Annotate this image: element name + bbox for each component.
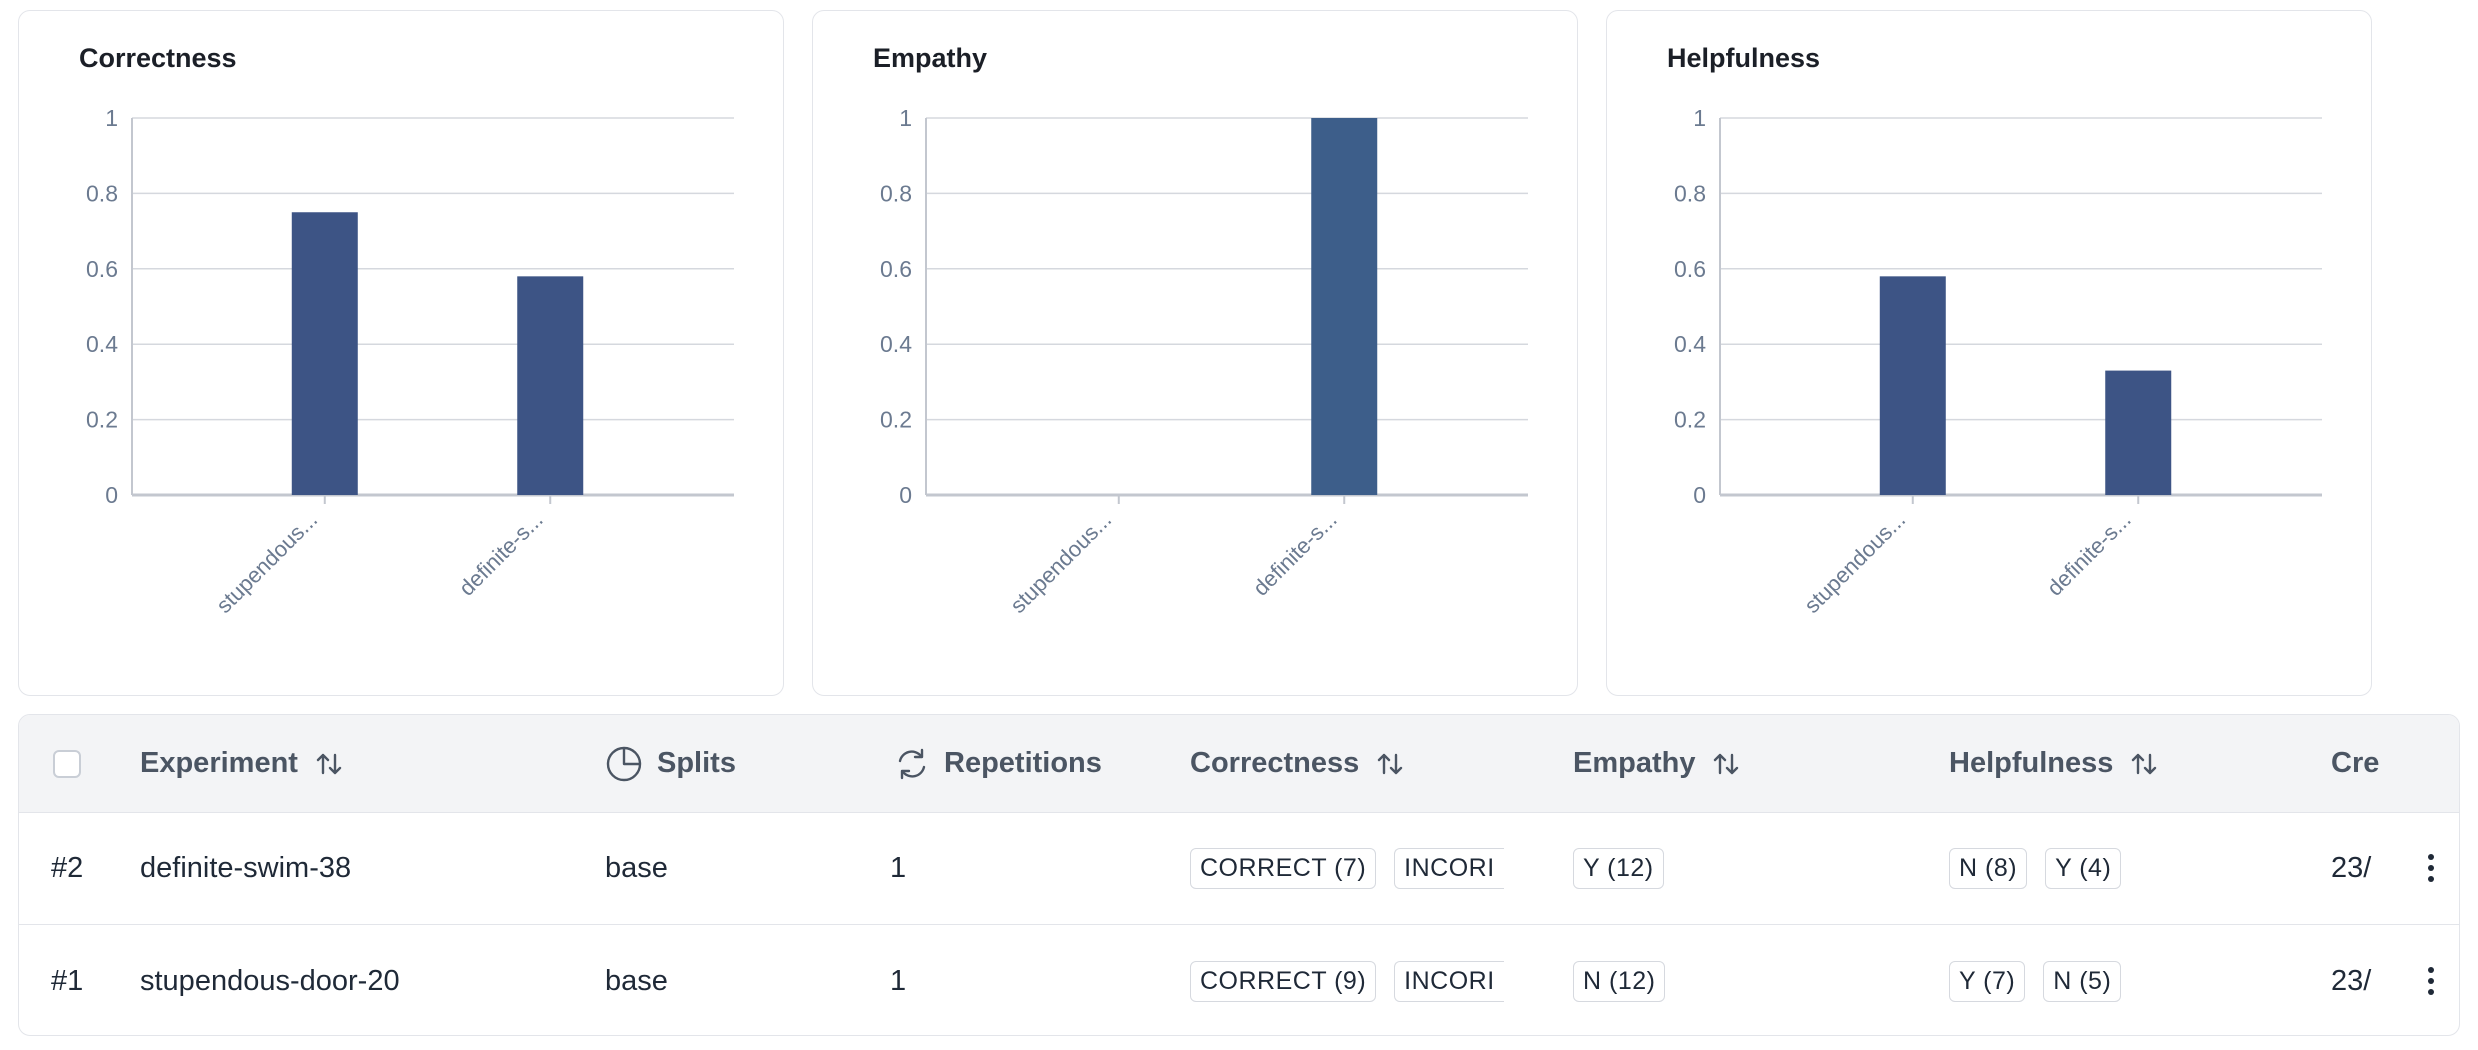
bar-chart: 0 0.2 0.4 0.6 0.8 1 stupendous... definite-s... bbox=[86, 105, 734, 618]
column-header-correctness[interactable]: Correctness bbox=[1190, 715, 1405, 812]
y-tick-label: 1 bbox=[899, 105, 912, 131]
column-label: Empathy bbox=[1573, 747, 1696, 779]
y-tick-label: 0 bbox=[899, 482, 912, 508]
created-value: 23/ bbox=[2331, 851, 2372, 884]
x-tick-label: stupendous... bbox=[211, 507, 322, 618]
kebab-menu-icon[interactable] bbox=[2411, 925, 2451, 1035]
label-tag: N (8) bbox=[1949, 847, 2028, 889]
bar bbox=[1879, 276, 1946, 495]
sort-arrows-icon[interactable] bbox=[314, 749, 344, 779]
refresh-icon bbox=[894, 746, 930, 782]
column-label: Splits bbox=[657, 747, 736, 779]
column-header-experiment[interactable]: Experiment bbox=[140, 715, 344, 812]
chart-title: Correctness bbox=[79, 43, 237, 73]
y-tick-label: 0 bbox=[1693, 482, 1706, 508]
correctness-tags: CORRECT (9) INCORI bbox=[1190, 925, 1512, 1035]
bar bbox=[1311, 118, 1378, 495]
experiment-name[interactable]: definite-swim-38 bbox=[140, 851, 352, 884]
label-tag: INCORI bbox=[1394, 960, 1504, 1002]
repetitions-value: 1 bbox=[890, 964, 907, 997]
column-header-splits: Splits bbox=[605, 715, 736, 812]
select-all-checkbox[interactable] bbox=[53, 749, 81, 778]
sort-arrows-icon[interactable] bbox=[1375, 749, 1405, 779]
y-tick-label: 0.6 bbox=[86, 256, 118, 282]
row-id: #1 bbox=[51, 964, 84, 997]
splits-value: base bbox=[605, 851, 668, 884]
y-tick-label: 1 bbox=[1693, 105, 1706, 131]
x-tick-label: definite-s... bbox=[2042, 507, 2136, 601]
label-tag: N (5) bbox=[2043, 960, 2122, 1002]
y-tick-label: 0.2 bbox=[86, 407, 118, 433]
y-tick-label: 0 bbox=[105, 482, 118, 508]
label-tag: N (12) bbox=[1573, 960, 1666, 1002]
sort-arrows-icon[interactable] bbox=[2129, 749, 2159, 779]
y-tick-label: 0.6 bbox=[1674, 256, 1706, 282]
x-tick-label: definite-s... bbox=[1248, 507, 1342, 601]
repetitions-value: 1 bbox=[890, 851, 907, 884]
label-tag: Y (12) bbox=[1573, 847, 1664, 889]
row-id: #2 bbox=[51, 851, 84, 884]
table-row[interactable]: #1 stupendous-door-20 base 1 CORRECT (9)… bbox=[19, 925, 2459, 1035]
empathy-tags: Y (12) bbox=[1573, 812, 1682, 924]
column-label: Cre bbox=[2331, 747, 2380, 779]
helpfulness-tags: Y (7) N (5) bbox=[1949, 925, 2139, 1035]
select-all-cell bbox=[53, 715, 81, 812]
y-tick-label: 0.2 bbox=[880, 407, 912, 433]
chart-title: Helpfulness bbox=[1667, 43, 1821, 73]
label-tag: CORRECT (7) bbox=[1190, 847, 1377, 889]
y-tick-label: 0.8 bbox=[1674, 180, 1706, 206]
bar-chart: 0 0.2 0.4 0.6 0.8 1 stupendous... definite-s... bbox=[880, 105, 1528, 618]
label-tag: CORRECT (9) bbox=[1190, 960, 1377, 1002]
y-tick-label: 0.4 bbox=[86, 331, 118, 357]
chart-card-empathy: Empathy 0 0.2 0.4 0.6 0.8 1 stupendous... defin… bbox=[812, 10, 1578, 696]
experiment-name[interactable]: stupendous-door-20 bbox=[140, 964, 400, 997]
correctness-tags: CORRECT (7) INCORI bbox=[1190, 812, 1512, 924]
experiments-table: Experiment Splits Repetitions Correctnes… bbox=[18, 714, 2460, 1036]
y-tick-label: 0.4 bbox=[1674, 331, 1706, 357]
label-tag: Y (7) bbox=[1949, 960, 2026, 1002]
x-tick-label: stupendous... bbox=[1799, 507, 1910, 618]
created-value: 23/ bbox=[2331, 964, 2372, 997]
splits-value: base bbox=[605, 964, 668, 997]
column-label: Repetitions bbox=[944, 747, 1102, 779]
y-tick-label: 1 bbox=[105, 105, 118, 131]
label-tag: INCORI bbox=[1394, 847, 1504, 889]
pie-chart-icon bbox=[605, 745, 643, 783]
x-tick-label: stupendous... bbox=[1005, 507, 1116, 618]
bar bbox=[2105, 370, 2172, 495]
chart-card-correctness: Correctness 0 0.2 0.4 0.6 0.8 1 stupendous... d… bbox=[18, 10, 784, 696]
column-label: Helpfulness bbox=[1949, 747, 2114, 779]
bar bbox=[517, 276, 584, 495]
bar bbox=[291, 212, 358, 495]
y-tick-label: 0.4 bbox=[880, 331, 912, 357]
chart-card-helpfulness: Helpfulness 0 0.2 0.4 0.6 0.8 1 stupendous... d… bbox=[1606, 10, 2372, 696]
x-tick-label: definite-s... bbox=[454, 507, 548, 601]
table-row[interactable]: #2 definite-swim-38 base 1 CORRECT (7) I… bbox=[19, 812, 2459, 925]
kebab-menu-icon[interactable] bbox=[2411, 812, 2451, 924]
sort-arrows-icon[interactable] bbox=[1711, 749, 1741, 779]
label-tag: Y (4) bbox=[2045, 847, 2122, 889]
column-header-repetitions: Repetitions bbox=[894, 715, 1102, 812]
column-header-created[interactable]: Cre bbox=[2331, 715, 2391, 812]
column-label: Correctness bbox=[1190, 747, 1360, 779]
column-label: Experiment bbox=[140, 747, 298, 779]
y-tick-label: 0.8 bbox=[880, 180, 912, 206]
y-tick-label: 0.8 bbox=[86, 180, 118, 206]
table-header: Experiment Splits Repetitions Correctnes… bbox=[19, 715, 2459, 813]
y-tick-label: 0.6 bbox=[880, 256, 912, 282]
empathy-tags: N (12) bbox=[1573, 925, 1683, 1035]
chart-title: Empathy bbox=[873, 43, 988, 73]
bar-chart: 0 0.2 0.4 0.6 0.8 1 stupendous... definite-s... bbox=[1674, 105, 2322, 618]
column-header-empathy[interactable]: Empathy bbox=[1573, 715, 1741, 812]
column-header-helpfulness[interactable]: Helpfulness bbox=[1949, 715, 2159, 812]
helpfulness-tags: N (8) Y (4) bbox=[1949, 812, 2139, 924]
y-tick-label: 0.2 bbox=[1674, 407, 1706, 433]
